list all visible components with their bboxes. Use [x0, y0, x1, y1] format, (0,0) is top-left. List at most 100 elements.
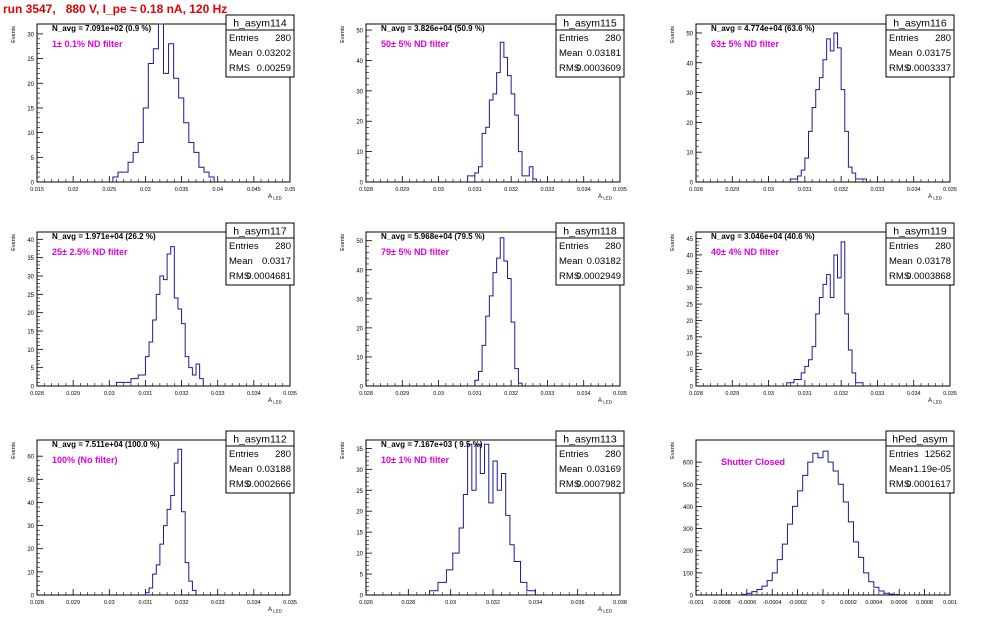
- x-tick-label: 0.028: [401, 600, 415, 606]
- histogram-panel-h_asym119: 0 5 10 15 20 25 30 35 40 45 0.028 0.029 0.03 0.031 0.0…: [670, 222, 957, 405]
- x-tick-label: -0.0004: [763, 600, 782, 606]
- y-tick-label: 25: [27, 293, 34, 299]
- x-tick-label: 0.032: [504, 187, 518, 193]
- histogram-panel-h_asym114: 0 5 10 15 20 25 30 0.015 0.02 0.025 0.03 0.035 0.04 0…: [11, 14, 295, 201]
- x-tick-label: 0.031: [468, 391, 482, 397]
- stats-mean-value: 0.03182: [587, 256, 621, 267]
- x-tick-label: 0.03: [433, 391, 444, 397]
- stats-mean-label: Mean: [229, 464, 253, 475]
- histogram-name: h_asym115: [563, 18, 617, 30]
- y-tick-label: 10: [686, 352, 693, 358]
- filter-annotation: 1± 0.1% ND filter: [52, 39, 123, 49]
- x-tick-label: 0.031: [798, 187, 812, 193]
- y-tick-label: 20: [356, 120, 363, 126]
- run-title: run 3547, 880 V, I_pe ≈ 0.18 nA, 120 Hz: [3, 2, 228, 16]
- y-tick-label: 15: [686, 335, 693, 341]
- y-tick-label: 10: [686, 151, 693, 157]
- stats-rms-value: 0.0004681: [246, 271, 291, 282]
- stats-mean-value: 0.03181: [587, 48, 621, 59]
- y-tick-label: 30: [356, 468, 363, 474]
- x-tick-label: 0.035: [283, 600, 297, 606]
- x-tick-label: 0.025: [102, 187, 116, 193]
- x-tick-label: 0.032: [834, 391, 848, 397]
- x-axis-label: A LED: [268, 398, 283, 405]
- x-tick-label: 0.035: [175, 187, 189, 193]
- x-tick-label: 0.03: [433, 187, 444, 193]
- histogram-panel-hPed_asym: 0 100 200 300 400 500 600 -0.001 -0.0008 -0.0006 -…: [670, 430, 957, 606]
- x-tick-label: 0.028: [30, 391, 44, 397]
- stats-box: [555, 222, 625, 286]
- y-tick-label: 40: [686, 61, 693, 67]
- stats-box: [885, 222, 955, 286]
- y-axis-label: Events: [340, 234, 346, 251]
- stats-rms-label: RMS: [559, 271, 580, 282]
- x-tick-label: 0.038: [613, 600, 627, 606]
- y-axis-label: Events: [11, 442, 17, 459]
- filter-annotation: 10± 1% ND filter: [381, 455, 449, 465]
- stats-rms-value: 0.0001617: [906, 479, 951, 490]
- stats-rms-value: 0.00259: [257, 63, 291, 74]
- y-tick-label: 15: [27, 106, 34, 112]
- x-axis-label: A LED: [268, 607, 283, 614]
- filter-annotation: 50± 5% ND filter: [381, 39, 449, 49]
- x-tick-label: 0.0006: [891, 600, 908, 606]
- histogram-panel-h_asym116: 0 10 20 30 40 50 0.028 0.029 0.03 0.031 0.032 0.033…: [670, 14, 957, 201]
- histogram-name: h_asym117: [233, 226, 287, 238]
- stats-mean-value: 0.03188: [257, 464, 291, 475]
- stats-mean-label: Mean: [889, 464, 913, 475]
- y-tick-label: 10: [356, 150, 363, 156]
- histogram-line: [144, 448, 197, 595]
- y-axis-label: Events: [670, 442, 676, 459]
- navg-annotation: N_avg = 5.968e+04 (79.5 %): [381, 232, 485, 241]
- y-tick-label: 30: [686, 91, 693, 97]
- stats-rms-label: RMS: [229, 479, 250, 490]
- y-tick-label: 0: [360, 594, 364, 600]
- y-axis-label: Events: [340, 26, 346, 43]
- x-tick-label: 0.031: [139, 600, 153, 606]
- stats-mean-label: Mean: [559, 464, 583, 475]
- y-tick-label: 45: [686, 237, 693, 243]
- navg-annotation: N_avg = 3.826e+04 (50.9 %): [381, 24, 485, 33]
- y-tick-label: 400: [683, 505, 694, 511]
- x-tick-label: 0.031: [468, 187, 482, 193]
- stats-box: [885, 14, 955, 78]
- stats-rms-label: RMS: [889, 271, 910, 282]
- y-tick-label: 20: [686, 121, 693, 127]
- x-tick-label: 0.031: [798, 391, 812, 397]
- plot-frame: [365, 231, 621, 387]
- stats-entries-value: 280: [275, 241, 291, 252]
- x-tick-label: 0.034: [528, 600, 542, 606]
- y-tick-label: 30: [27, 275, 34, 281]
- stats-rms-label: RMS: [889, 63, 910, 74]
- y-tick-label: 15: [356, 531, 363, 537]
- histogram-line: [786, 241, 864, 386]
- x-tick-label: 0.032: [175, 391, 189, 397]
- histogram-name: h_asym114: [233, 18, 287, 30]
- stats-rms-label: RMS: [229, 63, 250, 74]
- y-tick-label: 50: [27, 478, 34, 484]
- navg-annotation: N_avg = 1.971e+04 (26.2 %): [52, 232, 156, 241]
- x-tick-label: 0.028: [689, 187, 703, 193]
- y-tick-label: 0: [31, 181, 35, 187]
- plot-frame: [695, 231, 951, 387]
- x-tick-label: 0: [821, 600, 824, 606]
- y-tick-label: 40: [27, 501, 34, 507]
- filter-annotation: Shutter Closed: [721, 457, 785, 467]
- x-tick-label: -0.0002: [788, 600, 807, 606]
- x-axis-label: A LED: [598, 194, 613, 201]
- x-tick-label: 0.03: [140, 187, 151, 193]
- x-tick-label: 0.035: [283, 391, 297, 397]
- stats-entries-value: 280: [605, 241, 621, 252]
- histogram-line: [467, 41, 538, 182]
- stats-entries-value: 280: [935, 241, 951, 252]
- x-tick-label: 0.015: [30, 187, 44, 193]
- x-tick-label: 0.032: [486, 600, 500, 606]
- stats-box: [225, 14, 295, 78]
- plot-frame: [695, 23, 951, 183]
- stats-rms-value: 0.0003337: [906, 63, 951, 74]
- x-tick-label: 0.045: [247, 187, 261, 193]
- histogram-line: [429, 443, 536, 595]
- y-tick-label: 10: [27, 131, 34, 137]
- histogram-panel-h_asym113: 0 5 10 15 20 25 30 35 0.026 0.028 0.03 0.032 0.034 0.…: [340, 430, 627, 614]
- x-tick-label: 0.028: [30, 600, 44, 606]
